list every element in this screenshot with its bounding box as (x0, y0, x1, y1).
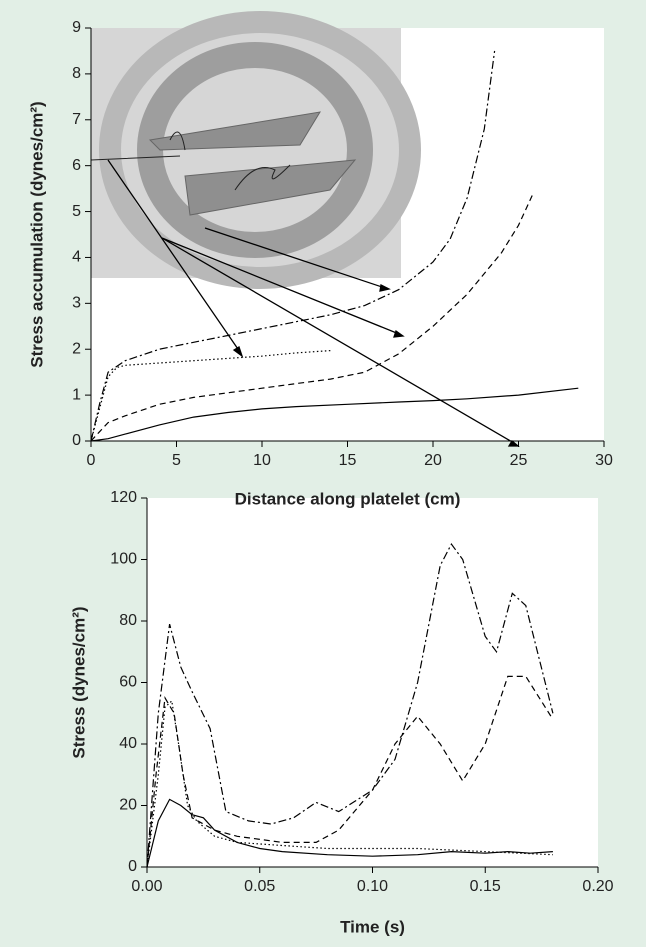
y-axis-title: Stress (dynes/cm²) (69, 606, 88, 758)
y-tick-label: 6 (72, 157, 81, 174)
y-tick-label: 100 (110, 551, 137, 568)
y-tick-label: 40 (119, 735, 137, 752)
x-axis-title: Distance along platelet (cm) (235, 489, 461, 508)
x-tick-label: 25 (510, 452, 528, 469)
x-tick-label: 0.10 (357, 878, 388, 895)
y-tick-label: 120 (110, 489, 137, 506)
x-tick-label: 30 (595, 452, 613, 469)
y-tick-label: 4 (72, 249, 81, 266)
x-tick-label: 0.15 (470, 878, 501, 895)
y-tick-label: 5 (72, 203, 81, 220)
y-tick-label: 0 (128, 858, 137, 875)
y-tick-label: 60 (119, 674, 137, 691)
figure: 0 5 10 15 20 25 30 0 1 2 3 4 5 6 7 8 9 Distance along pla… (0, 0, 646, 947)
inset-image (91, 22, 410, 278)
y-tick-label: 1 (72, 386, 81, 403)
plot-area (147, 498, 598, 867)
x-tick-label: 0 (87, 452, 96, 469)
x-tick-label: 20 (424, 452, 442, 469)
y-tick-label: 0 (72, 432, 81, 449)
x-tick-label: 0.20 (582, 878, 613, 895)
x-tick-label: 15 (339, 452, 357, 469)
y-tick-label: 7 (72, 111, 81, 128)
y-tick-label: 3 (72, 295, 81, 312)
x-axis-title: Time (s) (340, 917, 405, 936)
x-tick-label: 5 (172, 452, 181, 469)
x-tick-label: 0.05 (244, 878, 275, 895)
y-tick-label: 9 (72, 19, 81, 36)
y-axis-title: Stress accumulation (dynes/cm²) (27, 101, 46, 367)
x-tick-label: 10 (253, 452, 271, 469)
x-tick-label: 0.00 (131, 878, 162, 895)
y-tick-label: 8 (72, 65, 81, 82)
y-tick-label: 20 (119, 797, 137, 814)
y-tick-label: 80 (119, 612, 137, 629)
y-tick-label: 2 (72, 340, 81, 357)
